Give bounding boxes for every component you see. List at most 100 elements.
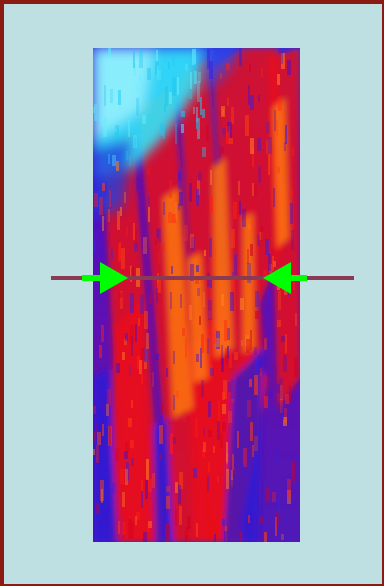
- heat-pixel: [197, 129, 200, 139]
- heat-pixel: [140, 295, 144, 314]
- heat-pixel: [231, 470, 233, 480]
- heat-pixel: [224, 320, 227, 341]
- heat-pixel: [257, 355, 261, 374]
- heat-pixel: [131, 400, 133, 408]
- heat-pixel: [240, 214, 244, 220]
- heat-pixel: [93, 449, 95, 455]
- heat-pixel: [93, 499, 95, 508]
- heat-pixel: [182, 328, 185, 336]
- heat-pixel: [128, 120, 130, 137]
- heat-pixel: [207, 49, 210, 69]
- heat-pixel: [195, 419, 198, 437]
- heat-pixel: [102, 394, 106, 413]
- heat-pixel: [110, 89, 113, 103]
- heat-pixel: [230, 249, 232, 261]
- heat-pixel: [209, 238, 212, 257]
- heat-pixel: [98, 233, 102, 243]
- heat-pixel: [213, 446, 215, 453]
- cold-band: [93, 368, 118, 542]
- heat-pixel: [208, 462, 210, 472]
- heat-pixel: [228, 411, 232, 423]
- heat-pixel: [136, 84, 139, 91]
- heat-pixel: [104, 182, 107, 196]
- heat-pixel: [287, 60, 291, 75]
- heat-pixel: [255, 291, 259, 307]
- heat-pixel: [93, 107, 95, 113]
- heat-pixel: [134, 138, 136, 147]
- heat-pixel: [252, 149, 254, 167]
- heat-pixel: [184, 225, 188, 241]
- heat-pixel: [277, 320, 281, 327]
- heat-pixel: [277, 167, 280, 173]
- heat-pixel: [237, 431, 239, 448]
- heat-pixel: [217, 421, 220, 440]
- heat-pixel: [195, 278, 199, 284]
- heat-pixel: [254, 375, 258, 395]
- heat-pixel: [210, 368, 214, 376]
- heat-pixel: [138, 318, 140, 326]
- heat-pixel: [227, 98, 229, 106]
- heat-pixel: [255, 359, 259, 373]
- heat-pixel: [277, 74, 280, 85]
- heat-pixel: [160, 123, 163, 135]
- heat-pixel: [264, 532, 267, 542]
- heat-pixel: [183, 412, 186, 422]
- heat-pixel: [221, 358, 224, 372]
- heat-pixel: [196, 107, 198, 122]
- heat-pixel: [133, 135, 137, 148]
- heat-pixel: [294, 357, 298, 377]
- heat-pixel: [234, 467, 236, 474]
- heat-pixel: [280, 397, 283, 413]
- heat-pixel: [148, 479, 152, 492]
- heat-pixel: [209, 61, 213, 79]
- heat-pixel: [227, 328, 230, 340]
- heat-pixel: [203, 427, 205, 436]
- heat-pixel: [237, 377, 240, 397]
- heat-pixel: [222, 404, 226, 414]
- heat-pixel: [162, 518, 165, 535]
- heat-pixel: [137, 356, 140, 369]
- heat-pixel: [254, 436, 258, 451]
- heat-pixel: [251, 219, 254, 231]
- heat-pixel: [185, 338, 187, 358]
- heat-pixel: [206, 339, 208, 347]
- heat-pixel: [249, 519, 253, 534]
- heat-pixel: [234, 254, 237, 275]
- heat-pixel: [226, 63, 230, 70]
- heat-pixel: [171, 266, 173, 274]
- heat-pixel: [148, 207, 150, 222]
- heat-pixel: [172, 214, 176, 223]
- heat-pixel: [155, 61, 159, 75]
- heat-pixel: [222, 128, 226, 135]
- heat-pixel: [221, 345, 223, 365]
- heat-pixel: [143, 532, 147, 542]
- heat-pixel: [122, 352, 125, 360]
- heat-pixel: [156, 229, 159, 238]
- heat-pixel: [115, 449, 119, 462]
- heat-pixel: [133, 223, 135, 240]
- heat-pixel: [147, 68, 151, 80]
- heat-pixel: [295, 313, 297, 326]
- heat-pixel: [119, 292, 123, 298]
- heat-pixel: [210, 278, 212, 288]
- heat-pixel: [169, 92, 172, 104]
- heat-pixel: [131, 267, 134, 279]
- spectrogram-image: [93, 48, 300, 542]
- heat-pixel: [232, 454, 234, 470]
- heat-pixel: [250, 138, 254, 154]
- heat-pixel: [106, 404, 109, 416]
- heat-pixel: [242, 209, 246, 227]
- heat-pixel: [128, 418, 132, 427]
- heat-pixel: [267, 290, 269, 296]
- heat-pixel: [210, 170, 212, 185]
- heat-pixel: [118, 244, 121, 262]
- heat-pixel: [207, 338, 209, 354]
- heat-pixel: [121, 248, 125, 269]
- heat-pixel: [179, 472, 183, 489]
- heat-pixel: [203, 292, 205, 307]
- heat-pixel: [96, 503, 100, 514]
- heat-pixel: [102, 216, 104, 231]
- heat-pixel: [159, 453, 162, 460]
- heat-pixel: [118, 90, 121, 105]
- heat-pixel: [248, 85, 250, 105]
